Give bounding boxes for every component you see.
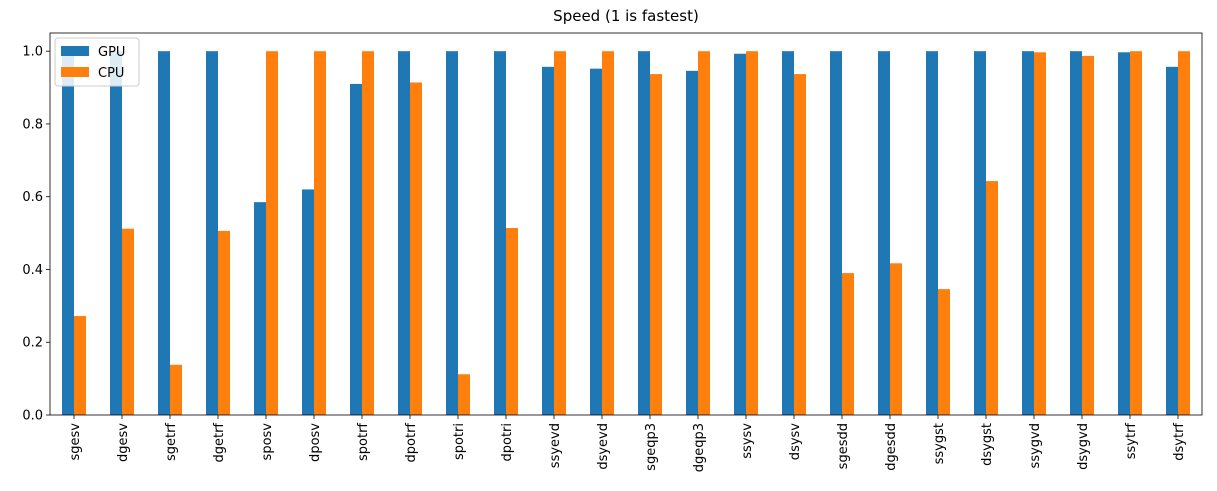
x-tick-label: dgesv [116, 423, 131, 462]
legend-swatch-cpu [61, 67, 89, 77]
chart-title: Speed (1 is fastest) [553, 7, 699, 25]
bar-gpu-sgesdd [830, 51, 842, 415]
plot-frame [49, 32, 1203, 416]
bar-gpu-spotri [446, 51, 458, 415]
x-tick-label: ssygvd [1028, 423, 1043, 468]
x-tick-label: spotri [452, 423, 467, 460]
bar-cpu-dpotri [506, 228, 518, 415]
bar-cpu-sposv [266, 51, 278, 415]
x-tick-label: dpotrf [404, 423, 419, 463]
bar-gpu-sgeqp3 [638, 51, 650, 415]
bar-gpu-ssygst [926, 51, 938, 415]
x-tick-label: sgetrf [164, 423, 179, 461]
bar-gpu-sgesv [62, 51, 74, 415]
bar-gpu-sposv [254, 202, 266, 415]
bar-gpu-dgeqp3 [686, 70, 698, 415]
legend-label-gpu: GPU [98, 45, 125, 60]
bar-cpu-sgetrf [170, 364, 182, 415]
y-tick-label: 0.6 [22, 190, 43, 205]
legend: GPU CPU [54, 37, 140, 87]
x-tick-label: dsytrf [1172, 423, 1187, 461]
x-tick-label: dsygst [980, 423, 995, 466]
y-tick-label: 1.0 [22, 45, 43, 60]
x-tick-label: sposv [260, 423, 275, 461]
bar-gpu-dgesdd [878, 51, 890, 415]
bar-cpu-spotrf [362, 51, 374, 415]
bar-cpu-sgesv [74, 316, 86, 415]
x-tick-label: dgetrf [212, 423, 227, 463]
bar-cpu-dposv [314, 51, 326, 415]
bar-gpu-dsygst [974, 51, 986, 415]
bar-cpu-dgesdd [890, 263, 902, 415]
y-tick-label: 0.4 [22, 263, 43, 278]
x-tick-label: dpotri [500, 423, 515, 462]
bars-layer [62, 51, 1190, 416]
bar-cpu-ssygst [938, 289, 950, 415]
bar-gpu-ssyevd [542, 66, 554, 415]
bar-cpu-sgeqp3 [650, 74, 662, 416]
bar-gpu-ssygvd [1022, 51, 1034, 415]
bar-gpu-ssytrf [1118, 52, 1130, 415]
legend-swatch-gpu [61, 46, 89, 56]
x-tick-label: dsygvd [1076, 423, 1091, 470]
x-tick-label: dgeqp3 [692, 423, 707, 472]
bar-gpu-dgesv [110, 51, 122, 415]
legend-label-cpu: CPU [98, 66, 124, 81]
bar-gpu-dgetrf [206, 51, 218, 415]
x-tick-label: sgeqp3 [644, 423, 659, 471]
x-tick-label: dgesdd [884, 423, 899, 471]
x-tick-label: ssytrf [1124, 423, 1139, 460]
bar-cpu-dsytrf [1178, 51, 1190, 415]
x-tick-label: dsysv [788, 423, 803, 460]
bar-gpu-dsysv [782, 51, 794, 415]
x-tick-label: dposv [308, 423, 323, 462]
axes-layer: sgesv dgesv sgetrf dgetrf sposv dposv spotrf dp… [22, 32, 1203, 472]
bar-cpu-dgetrf [218, 230, 230, 415]
bar-gpu-dposv [302, 189, 314, 415]
bar-cpu-dsygst [986, 181, 998, 415]
bar-cpu-sgesdd [842, 273, 854, 415]
bar-cpu-dgesv [122, 228, 134, 415]
bar-cpu-ssygvd [1034, 52, 1046, 415]
y-tick-label: 0.2 [22, 336, 43, 351]
x-tick-label: ssygst [932, 423, 947, 464]
y-tick-label: 0.8 [22, 117, 43, 132]
bar-gpu-spotrf [350, 83, 362, 416]
bar-gpu-sgetrf [158, 51, 170, 415]
x-tick-label: ssysv [740, 423, 755, 459]
bar-gpu-ssysv [734, 53, 746, 416]
bar-cpu-dsyevd [602, 51, 614, 415]
bar-cpu-dpotrf [410, 82, 422, 415]
bar-gpu-dsygvd [1070, 51, 1082, 415]
bar-cpu-dgeqp3 [698, 51, 710, 415]
bar-gpu-dsyevd [590, 68, 602, 416]
bar-gpu-dpotrf [398, 51, 410, 415]
legend-box [54, 37, 140, 87]
bar-gpu-dsytrf [1166, 66, 1178, 415]
x-tick-label: spotrf [356, 423, 371, 461]
bar-cpu-dsygvd [1082, 55, 1094, 416]
bar-gpu-dpotri [494, 51, 506, 415]
x-tick-label: sgesv [68, 423, 83, 461]
bar-cpu-dsysv [794, 74, 806, 416]
bar-cpu-spotri [458, 374, 470, 415]
x-tick-label: sgesdd [836, 423, 851, 469]
x-tick-label: dsyevd [596, 423, 611, 470]
bar-cpu-ssytrf [1130, 51, 1142, 415]
x-tick-label: ssyevd [548, 423, 563, 468]
bar-cpu-ssysv [746, 51, 758, 415]
y-tick-label: 0.0 [22, 409, 43, 424]
bar-cpu-ssyevd [554, 51, 566, 415]
